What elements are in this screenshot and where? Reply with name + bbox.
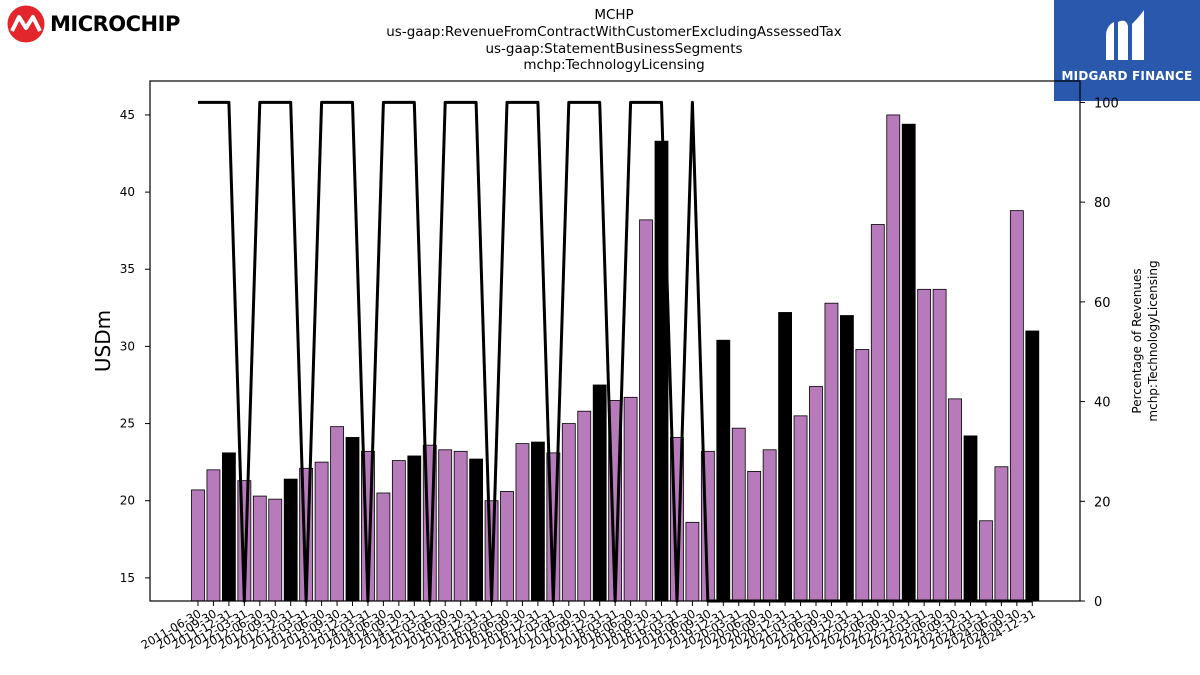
bar: [994, 466, 1009, 602]
y-tick-label: 30: [120, 339, 135, 353]
bar: [932, 288, 947, 602]
bar: [639, 219, 653, 602]
bar: [778, 312, 792, 602]
y2-tick-label: 40: [1094, 396, 1111, 411]
bar: [577, 410, 592, 602]
bar: [515, 443, 530, 602]
y-tick-label: 25: [120, 417, 135, 431]
microchip-logo-icon: [7, 5, 45, 43]
bar: [979, 520, 993, 602]
x-axis-ticks: 2011-06-302011-09-302011-12-312012-03-31…: [139, 601, 1038, 652]
y-tick-label: 20: [120, 494, 135, 508]
y2-tick-label: 60: [1094, 296, 1111, 311]
bar: [1009, 210, 1024, 602]
bar: [1025, 330, 1040, 602]
bar: [592, 384, 607, 602]
bar: [963, 435, 978, 602]
bar: [793, 415, 808, 602]
bar: [685, 521, 700, 602]
bar: [438, 449, 453, 602]
company-name: MICROCHIP: [50, 12, 180, 36]
bar: [283, 478, 298, 602]
bar: [855, 349, 870, 602]
bar: [886, 114, 901, 602]
microchip-brand: MICROCHIP: [6, 4, 180, 44]
bar: [809, 386, 823, 602]
y2-tick-label: 80: [1094, 196, 1111, 211]
midgard-brand: MIDGARD FINANCE: [1054, 0, 1200, 101]
y-tick-label: 45: [120, 108, 135, 122]
title-line: MCHP: [594, 7, 634, 23]
bar: [824, 302, 839, 602]
bar: [345, 437, 360, 602]
bar: [500, 491, 514, 602]
bar: [407, 455, 422, 602]
title-line: mchp:TechnologyLicensing: [523, 57, 705, 74]
y2-axis-label: Percentage of Revenues: [1130, 268, 1144, 413]
bar: [330, 426, 344, 602]
y2-tick-label: 0: [1094, 595, 1102, 610]
bar: [531, 441, 545, 602]
bar: [268, 498, 283, 602]
bar: [191, 489, 205, 602]
bar: [840, 315, 854, 602]
bar: [376, 492, 391, 602]
bar: [469, 458, 484, 602]
bar: [901, 123, 916, 602]
bar: [206, 469, 221, 602]
bar: [221, 452, 236, 602]
bar: [870, 224, 885, 602]
bar: [716, 339, 731, 602]
bar: [747, 470, 762, 602]
y-tick-label: 35: [120, 262, 135, 276]
bar: [917, 288, 932, 602]
title-line: us-gaap:StatementBusinessSegments: [485, 40, 743, 57]
bar: [453, 450, 468, 602]
bar: [948, 398, 962, 602]
y-tick-label: 40: [120, 185, 135, 199]
bar: [623, 396, 638, 602]
midgard-logo-icon: [1106, 10, 1144, 61]
bar: [561, 423, 576, 602]
bar: [314, 461, 329, 602]
bar: [252, 495, 267, 602]
bar: [762, 449, 777, 602]
title-line: us-gaap:RevenueFromContractWithCustomerE…: [386, 23, 842, 40]
y-axis-label: USDm: [91, 310, 115, 372]
y2-tick-label: 20: [1094, 495, 1111, 510]
chart-title: MCHP us-gaap:RevenueFromContractWithCust…: [364, 7, 864, 74]
publisher-name: MIDGARD FINANCE: [1061, 69, 1193, 83]
y2-axis-ticks: 0 20 40 60 80 100: [1080, 96, 1119, 610]
y2-axis-label: mchp:TechnologyLicensing: [1146, 260, 1160, 421]
bar: [731, 427, 746, 602]
bar: [391, 460, 406, 602]
y2-tick-label: 100: [1094, 96, 1119, 111]
y-axis-ticks: 15 20 25 30 35 40 45: [120, 108, 150, 585]
y-tick-label: 15: [120, 571, 135, 585]
